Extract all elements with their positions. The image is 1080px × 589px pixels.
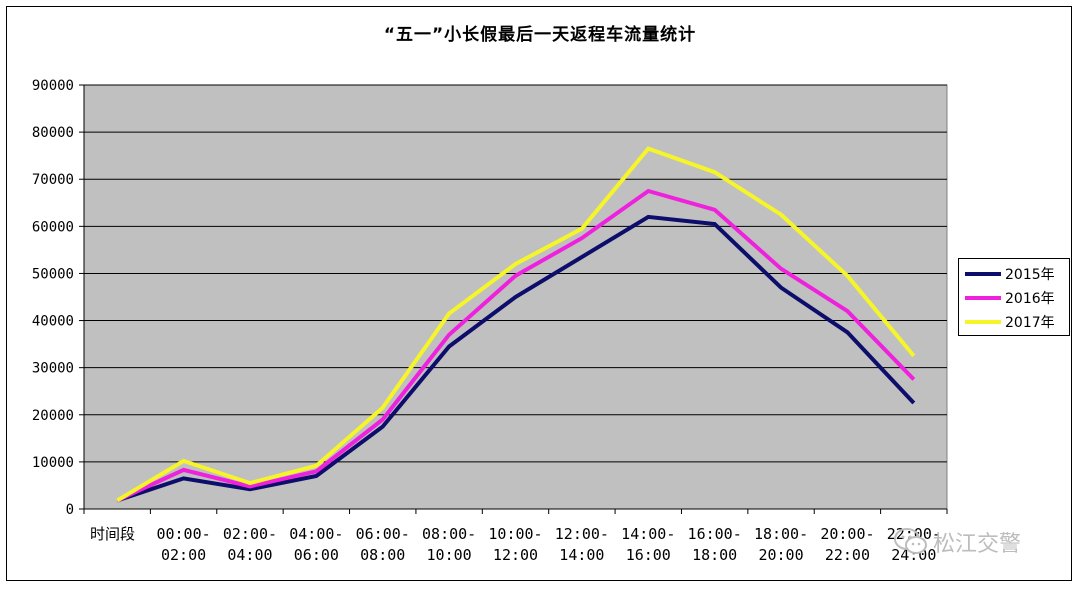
x-tick-label: 18:00 [692, 546, 737, 564]
legend-item-2016: 2016年 [965, 288, 1055, 308]
x-tick-label: 02:00 [161, 546, 206, 564]
x-tick-label: 14:00- [621, 525, 675, 543]
x-tick-label: 10:00- [488, 525, 542, 543]
x-tick-label: 24:00 [891, 546, 936, 564]
series-lines [116, 146, 916, 503]
y-tick-label: 80000 [32, 125, 74, 141]
legend-item-2017: 2017年 [965, 312, 1055, 332]
x-tick-label: 16:00 [626, 546, 671, 564]
wechat-icon [894, 528, 927, 554]
x-tick-label: 14:00 [559, 546, 604, 564]
x-tick-label: 02:00- [223, 525, 277, 543]
x-tick-label: 04:00 [227, 546, 272, 564]
legend-label-2017: 2017年 [1005, 315, 1055, 331]
y-tick-label: 0 [66, 502, 74, 518]
x-tick-label: 12:00- [555, 525, 609, 543]
legend-label-2015: 2015年 [1005, 267, 1055, 283]
x-tick-label: 04:00- [289, 525, 343, 543]
x-tick-label: 20:00 [758, 546, 803, 564]
x-tick-label: 00:00- [156, 525, 210, 543]
legend-swatch-2017 [965, 320, 1001, 324]
x-tick-label: 08:00 [360, 546, 405, 564]
x-tick-label: 08:00- [422, 525, 476, 543]
x-tick-label: 06:00- [356, 525, 410, 543]
y-tick-label: 50000 [32, 266, 74, 282]
legend-label-2016: 2016年 [1005, 291, 1055, 307]
y-tick-label: 60000 [32, 219, 74, 235]
x-tick-label: 12:00 [493, 546, 538, 564]
y-axis-ticks: 0 10000 20000 30000 40000 50000 60000 70000 8000… [32, 78, 84, 518]
gridlines [84, 84, 947, 463]
y-tick-label: 70000 [32, 172, 74, 188]
series-line-2015年 [116, 214, 916, 503]
y-tick-label: 10000 [32, 455, 74, 471]
x-tick-label: 22:00 [825, 546, 870, 564]
legend-swatch-2015 [965, 272, 1001, 276]
chart-title: “五一”小长假最后一天返程车流量统计 [383, 25, 697, 45]
x-tick-label: 16:00- [688, 525, 742, 543]
y-tick-label: 30000 [32, 361, 74, 377]
x-tick-label: 10:00 [427, 546, 472, 564]
x-axis-ticks: 00:00- 02:00 02:00- 04:00 04:00- 06:00 06:00- 0… [83, 509, 948, 564]
chart-legend: 2015年 2016年 2017年 [958, 258, 1070, 336]
y-tick-label: 40000 [32, 314, 74, 330]
x-tick-label: 20:00- [820, 525, 874, 543]
watermark-text: 松江交警 [933, 532, 1022, 557]
legend-item-2015: 2015年 [965, 264, 1055, 284]
series-line-2016年 [116, 188, 916, 503]
x-tick-label: 18:00- [754, 525, 808, 543]
x-tick-label: 22:00- [887, 525, 941, 543]
x-axis-label: 时间段 [90, 525, 135, 543]
series-line-2017年 [116, 146, 916, 503]
watermark: 松江交警 [893, 524, 1021, 560]
legend-swatch-2016 [965, 296, 1001, 300]
y-tick-label: 20000 [32, 408, 74, 424]
y-tick-label: 90000 [32, 78, 74, 94]
x-tick-label: 06:00 [294, 546, 339, 564]
